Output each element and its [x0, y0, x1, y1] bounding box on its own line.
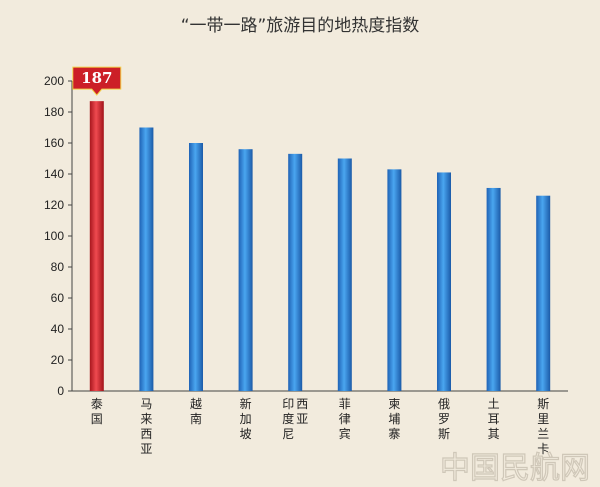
- x-tick-label: 斯里兰卡: [537, 397, 549, 456]
- bar-5: [337, 158, 352, 391]
- y-tick-label: 140: [44, 167, 64, 181]
- highlight-badge-shape: [72, 66, 122, 96]
- bar-1: [139, 127, 154, 391]
- y-axis: 0 20 40 60 80 100 120 140 160 180 200: [44, 74, 568, 398]
- bar-6: [387, 169, 402, 391]
- y-tick-label: 60: [51, 291, 65, 305]
- highlight-badge: 187: [72, 66, 122, 96]
- x-tick-label: 泰国: [91, 397, 103, 426]
- x-tick-label: 西亚: [296, 397, 308, 426]
- watermark: 中国民航网: [440, 451, 590, 486]
- x-tick-label: 印度尼: [282, 397, 294, 441]
- y-tick-label: 100: [44, 229, 64, 243]
- bar-9: [536, 195, 551, 391]
- x-tick-label: 越南: [190, 397, 202, 426]
- bars: [89, 101, 551, 392]
- x-tick-label: 柬埔寨: [388, 397, 400, 441]
- y-tick-label: 200: [44, 74, 64, 88]
- bar-2: [189, 143, 203, 391]
- chart-title: “一带一路”旅游目的地热度指数: [181, 16, 420, 36]
- x-tick-label: 新加坡: [240, 396, 252, 441]
- x-tick-label: 土耳其: [488, 397, 500, 441]
- y-tick-label: 160: [44, 136, 64, 150]
- x-tick-label: 马来西亚: [140, 397, 152, 456]
- bar-7: [437, 172, 451, 391]
- x-tick-label: 俄罗斯: [438, 397, 450, 441]
- bar-8: [486, 187, 501, 391]
- bar-4: [288, 153, 303, 391]
- y-tick-label: 120: [44, 198, 64, 212]
- bar-3: [238, 149, 253, 391]
- y-tick-label: 20: [51, 353, 65, 367]
- bar-0: [89, 101, 104, 392]
- y-tick-label: 180: [44, 105, 64, 119]
- y-tick-label: 0: [57, 384, 64, 398]
- highlight-value-label: 187: [81, 69, 112, 87]
- x-tick-label: 菲律宾: [339, 397, 351, 441]
- y-tick-label: 80: [51, 260, 65, 274]
- y-tick-label: 40: [51, 322, 65, 336]
